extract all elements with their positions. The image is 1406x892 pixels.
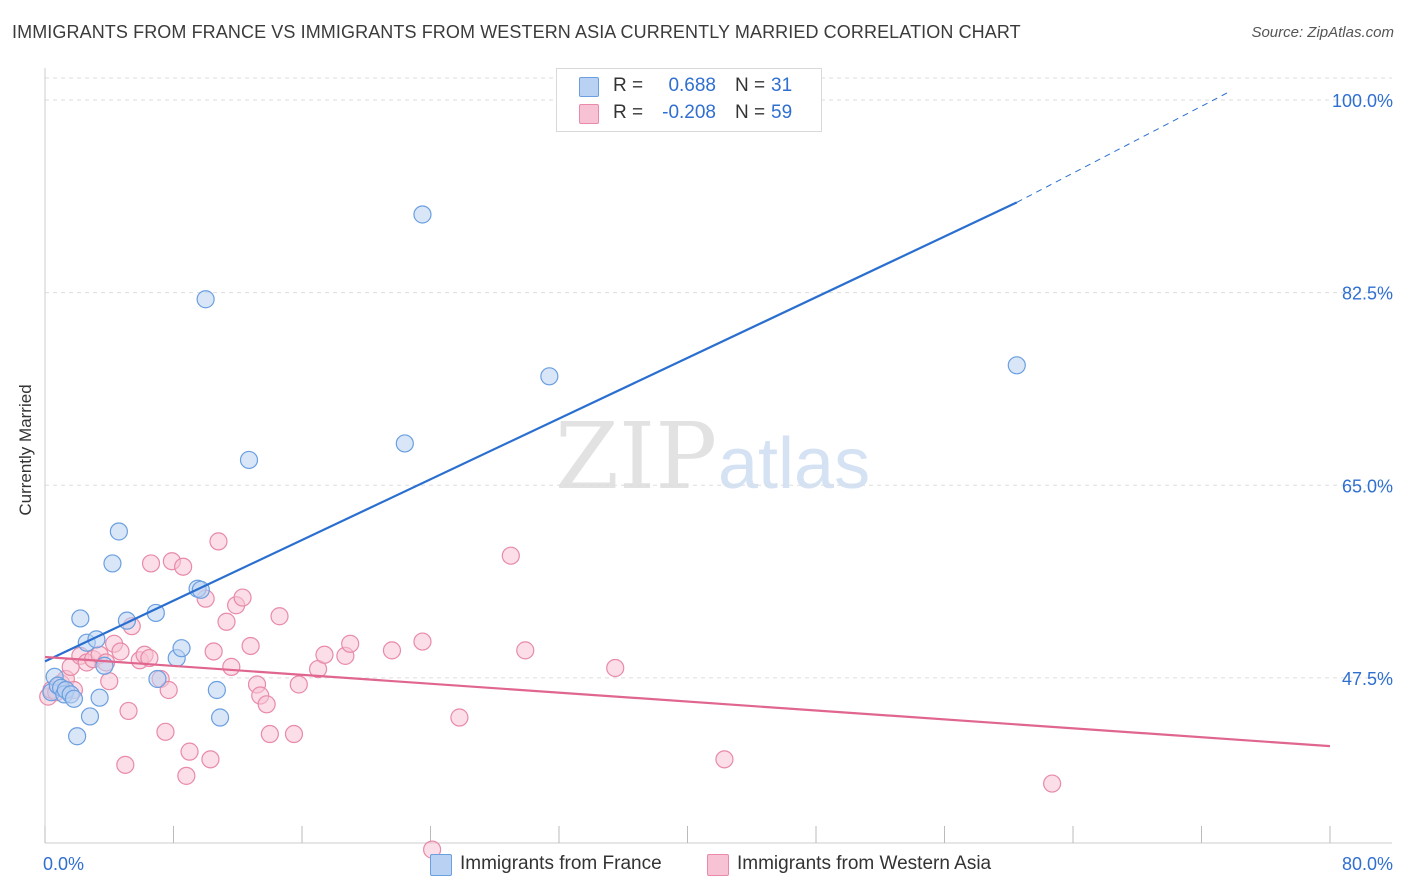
western-asia-point <box>341 634 360 653</box>
western-asia-point <box>222 657 241 676</box>
france-point <box>109 522 128 541</box>
western-asia-point <box>257 695 276 714</box>
y-tick-label: 65.0% <box>1342 476 1393 496</box>
western-asia-point <box>382 641 402 660</box>
chart-title: IMMIGRANTS FROM FRANCE VS IMMIGRANTS FRO… <box>12 22 1021 42</box>
western-asia-point <box>119 701 138 721</box>
western-asia-point <box>606 658 625 678</box>
france-point <box>148 669 167 689</box>
watermark-zip: ZIP <box>555 403 717 510</box>
legend-n-label: N = <box>735 102 766 123</box>
x-tick-label: 0.0% <box>43 854 84 874</box>
western-asia-point <box>174 557 193 576</box>
france-points <box>42 205 1026 746</box>
legend-n-value: 59 <box>771 102 793 123</box>
france-point <box>64 689 84 708</box>
western-asia-point <box>315 645 334 664</box>
france-trend-extension <box>1016 90 1231 203</box>
western-asia-point <box>413 632 432 651</box>
legend-swatch-western-asia <box>579 104 599 124</box>
bottom-legend-swatch-western-asia <box>707 854 729 876</box>
western-asia-point <box>141 554 161 573</box>
axes <box>44 68 1392 844</box>
bottom-legend-label-france: Immigrants from France <box>460 853 662 874</box>
france-point <box>210 708 230 727</box>
western-asia-point <box>241 636 260 656</box>
france-point <box>239 450 259 470</box>
legend-r-label: R = <box>613 102 644 123</box>
france-point <box>196 290 215 309</box>
y-tick-label: 47.5% <box>1342 669 1393 689</box>
france-point <box>90 688 109 707</box>
western-asia-point <box>159 680 178 700</box>
bottom-legend-swatch-france <box>430 854 452 876</box>
legend-n-label: N = <box>735 75 766 96</box>
western-asia-point <box>140 648 159 668</box>
tick-labels: 47.5% 65.0% 82.5% 100.0% 0.0% 80.0% <box>43 91 1393 874</box>
watermark-atlas: atlas <box>718 424 870 504</box>
y-tick-label: 82.5% <box>1342 284 1393 304</box>
western-asia-point <box>204 642 223 661</box>
france-point <box>395 434 414 453</box>
western-asia-point <box>270 607 289 626</box>
western-asia-point <box>233 588 252 607</box>
western-asia-point <box>715 750 734 769</box>
france-point <box>68 727 87 746</box>
france-point <box>80 707 100 726</box>
source-label: Source: ZipAtlas.com <box>1251 24 1394 41</box>
bottom-legend-label-western-asia: Immigrants from Western Asia <box>737 853 992 874</box>
x-tick-label: 80.0% <box>1342 854 1393 874</box>
y-tick-label: 100.0% <box>1332 91 1393 111</box>
western-asia-point <box>209 532 228 551</box>
france-point <box>71 609 90 628</box>
western-asia-trend-line <box>44 655 1331 748</box>
france-point <box>172 639 191 658</box>
western-asia-point <box>501 546 520 565</box>
france-point <box>207 680 226 700</box>
western-asia-point <box>177 766 196 785</box>
y-axis-label: Currently Married <box>16 384 35 516</box>
western-asia-point <box>180 742 199 761</box>
western-asia-point <box>156 722 175 741</box>
western-asia-point <box>217 612 236 631</box>
legend-r-value: 0.688 <box>668 75 716 96</box>
watermark: ZIP atlas <box>555 403 870 510</box>
western-asia-point <box>284 724 304 744</box>
western-asia-point <box>289 675 308 694</box>
legend-n-value: 31 <box>771 75 793 96</box>
france-point <box>1007 356 1026 375</box>
western-asia-point <box>1043 774 1062 793</box>
france-trend-line <box>44 201 1018 663</box>
western-asia-point <box>450 708 469 727</box>
legend-r-value: -0.208 <box>662 102 716 123</box>
western-asia-point <box>260 724 279 744</box>
western-asia-point <box>516 641 535 660</box>
grid-lines <box>45 77 1392 679</box>
france-point <box>103 554 122 573</box>
france-point <box>413 205 432 224</box>
western-asia-point <box>111 642 130 661</box>
western-asia-point <box>116 755 135 774</box>
correlation-legend: R = 0.688 N = 31 R = -0.208 N = 59 <box>556 68 822 132</box>
trend-lines <box>44 90 1331 748</box>
y-axis-label-wrap: Currently Married <box>6 300 46 600</box>
france-point <box>540 367 559 386</box>
western-asia-point <box>100 672 119 691</box>
legend-r-label: R = <box>613 75 644 96</box>
legend-swatch-france <box>579 77 599 97</box>
western-asia-point <box>201 750 220 769</box>
